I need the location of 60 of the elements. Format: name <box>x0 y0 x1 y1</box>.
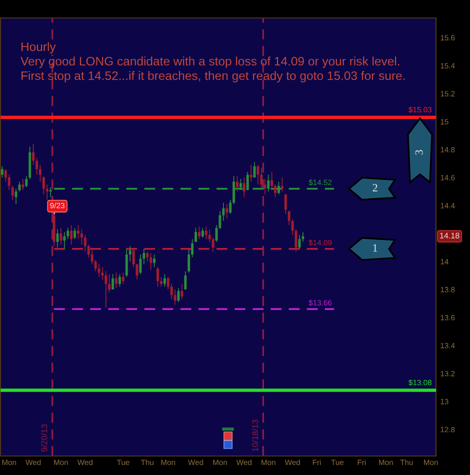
candlestick <box>180 283 184 300</box>
candlestick <box>49 186 52 198</box>
candlestick <box>101 266 104 280</box>
annotation: 9/20/13 <box>41 424 48 452</box>
candlestick <box>194 227 198 242</box>
candlestick <box>156 266 159 288</box>
candlestick <box>122 272 124 284</box>
candlestick <box>204 226 208 240</box>
candlestick <box>22 178 24 191</box>
candlestick <box>236 176 238 192</box>
candlestick <box>132 248 135 268</box>
candlestick <box>250 164 252 182</box>
candlestick <box>0 166 4 178</box>
candlestick <box>201 227 204 238</box>
annotation: 2 <box>372 184 378 192</box>
candlestick <box>174 289 176 306</box>
candlestick <box>38 164 42 182</box>
candlestick <box>74 227 76 240</box>
candlestick <box>226 204 228 219</box>
candlestick <box>139 254 142 275</box>
candlestick <box>153 254 156 268</box>
candlestick <box>77 224 80 240</box>
candlestick <box>184 270 187 290</box>
candlestick <box>112 274 114 290</box>
candlestick <box>150 252 152 270</box>
candlestick <box>177 288 180 302</box>
candlestick <box>125 248 128 278</box>
candlestick <box>104 270 108 308</box>
candlestick <box>198 226 200 240</box>
candlestick <box>63 232 66 250</box>
candlestick <box>260 167 263 191</box>
candlestick <box>115 272 118 288</box>
candlestick <box>212 237 214 252</box>
annotation: 3 <box>415 150 423 155</box>
candlestick <box>160 276 162 288</box>
candlestick <box>98 264 100 278</box>
candlestick <box>146 251 149 262</box>
candlestick <box>36 158 38 176</box>
candlestick <box>284 194 287 214</box>
candlestick <box>60 227 62 246</box>
candlestick <box>11 186 14 200</box>
annotation: 14.18 <box>440 232 460 238</box>
candlestick <box>70 224 73 246</box>
candlestick <box>270 172 274 191</box>
candlestick <box>229 199 232 214</box>
text: Hourly <box>22 42 56 54</box>
candlestick <box>163 274 166 288</box>
candlestick <box>32 144 35 166</box>
annotation: 10/18/13 <box>252 420 258 452</box>
candlestick <box>253 162 256 178</box>
candlestick <box>274 184 277 198</box>
candlestick <box>8 174 10 191</box>
candlestick <box>242 177 246 198</box>
candlestick <box>14 188 18 205</box>
text: Very good LONG candidate with a stop loss of 14.09 or your risk level. First stop at 14.52...if it breaches, then get ready to goto 15.03 for sure. <box>20 56 405 82</box>
candlestick <box>118 274 121 288</box>
candlestick <box>256 164 260 185</box>
candlestick <box>298 234 301 250</box>
annotation: 1 <box>373 244 378 252</box>
candlestick <box>246 172 249 191</box>
